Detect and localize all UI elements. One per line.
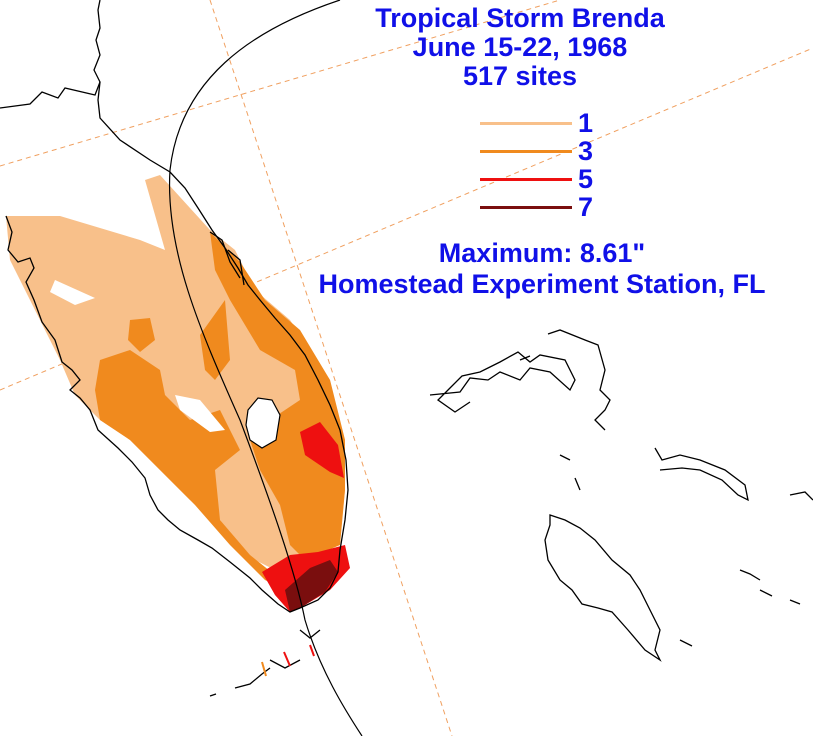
rainfall-zone-7in	[285, 560, 338, 612]
legend-swatch-7	[480, 206, 572, 209]
lake-okeechobee	[245, 397, 281, 449]
rainfall-zone-3in-c	[128, 318, 155, 352]
title-date-range: June 15-22, 1968	[412, 32, 628, 62]
title-storm-name: Tropical Storm Brenda	[375, 3, 665, 33]
rainfall-zone-1in	[6, 175, 345, 585]
keys-rainfall-marks	[261, 644, 315, 677]
title-site-count: 517 sites	[462, 61, 578, 91]
rainfall-zone-3in-a	[210, 232, 345, 560]
maximum-value: Maximum: 8.61"	[438, 238, 646, 268]
florida-keys	[209, 629, 321, 697]
legend: 1 3 5 7	[478, 108, 618, 222]
legend-item: 1	[478, 108, 618, 138]
map-title: Tropical Storm Brenda June 15-22, 1968 5…	[330, 4, 710, 91]
maximum-station: Homestead Experiment Station, FL	[318, 269, 766, 299]
legend-label-7: 7	[578, 192, 594, 222]
legend-item: 7	[478, 192, 618, 222]
rainfall-zone-3in-d	[200, 300, 230, 380]
legend-swatch-5	[480, 178, 572, 181]
no-rain-area-a	[50, 280, 95, 305]
legend-item: 3	[478, 136, 618, 166]
coastlines	[0, 0, 349, 613]
rainfall-zone-5in-a	[300, 422, 344, 478]
bahamas-coastlines	[429, 329, 813, 662]
legend-label-3: 3	[578, 136, 594, 166]
storm-track	[168, 0, 363, 736]
legend-item: 5	[478, 164, 618, 194]
legend-swatch-1	[480, 122, 572, 125]
legend-label-1: 1	[578, 108, 594, 138]
legend-swatch-3	[480, 150, 572, 153]
no-rain-area-b	[175, 395, 225, 432]
legend-label-5: 5	[578, 164, 594, 194]
maximum-info: Maximum: 8.61" Homestead Experiment Stat…	[262, 238, 813, 300]
rainfall-zone-3in-b	[95, 350, 285, 590]
